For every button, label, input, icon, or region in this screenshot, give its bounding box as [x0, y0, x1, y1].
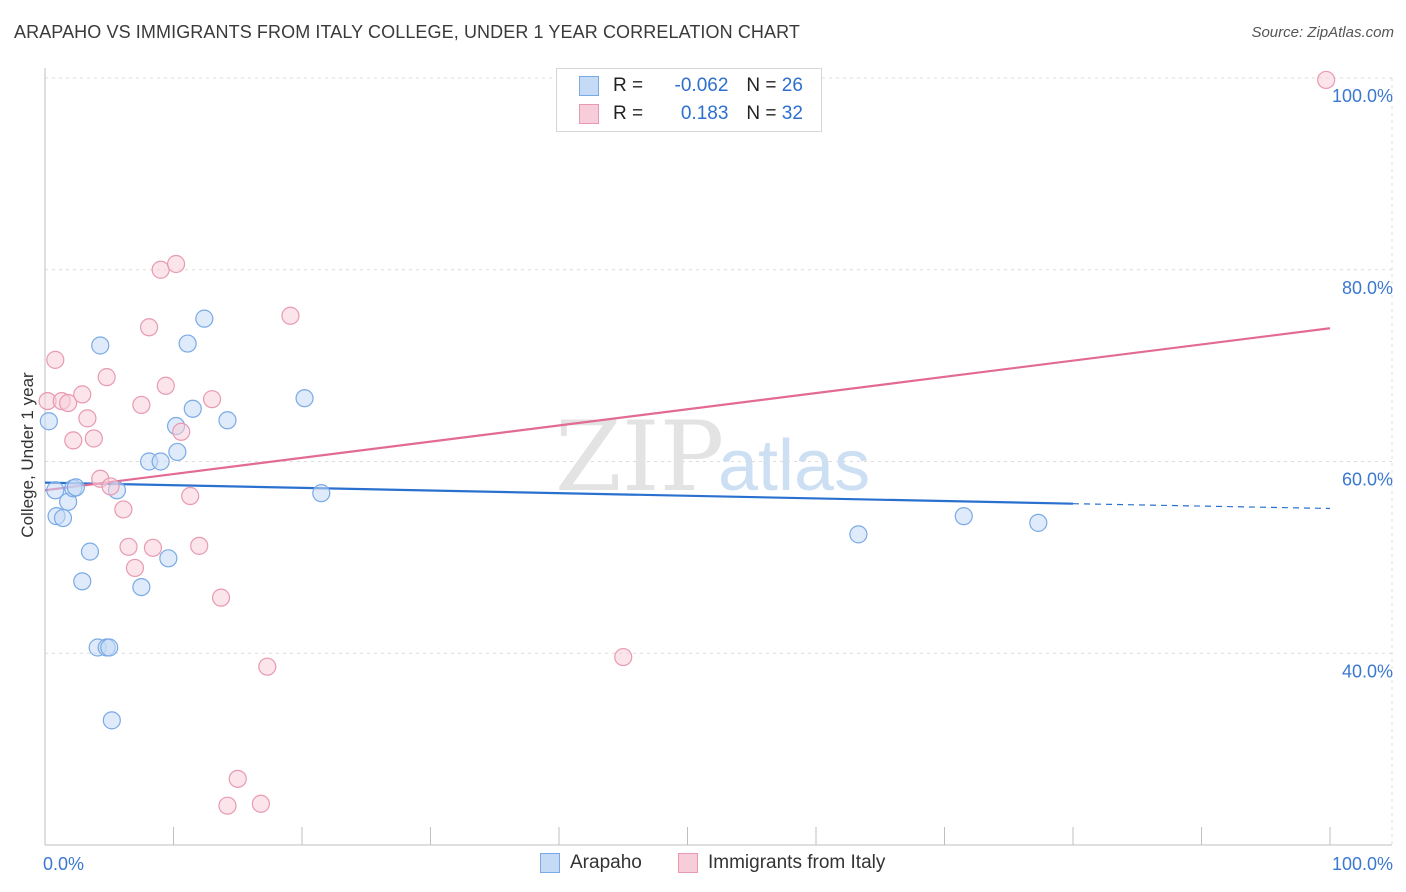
x-tick-label: 100.0%: [1332, 854, 1393, 874]
italy-point: [64, 431, 83, 450]
italy-point: [125, 558, 145, 578]
italy-point: [46, 350, 65, 369]
arapaho-point: [102, 711, 121, 730]
n-value: 26: [781, 75, 803, 96]
italy-point: [202, 390, 222, 409]
y-tick-label: 100.0%: [1332, 86, 1393, 106]
arapaho-point: [151, 452, 170, 471]
r-label: R =: [613, 103, 644, 124]
trend-lines: [44, 327, 1331, 510]
arapaho-point: [132, 577, 151, 597]
legend-row-arapaho: R = -0.062 N = 26: [579, 73, 803, 99]
italy-point: [228, 769, 247, 788]
italy-point: [73, 385, 92, 404]
chart-title: ARAPAHO VS IMMIGRANTS FROM ITALY COLLEGE…: [14, 22, 801, 42]
italy-point: [139, 318, 159, 337]
y-tick-label: 80.0%: [1342, 278, 1393, 298]
italy-point: [190, 536, 209, 555]
italy-point: [78, 409, 97, 428]
italy-point: [119, 537, 138, 556]
italy-point: [211, 588, 231, 607]
arapaho-trend-extension: [1072, 503, 1331, 510]
arapaho-swatch: [579, 76, 599, 96]
italy-point: [59, 393, 78, 413]
correlation-legend: R = -0.062 N = 26 R = 0.183 N = 32: [556, 68, 822, 132]
axes: [44, 68, 1392, 846]
italy-point: [251, 794, 270, 813]
source-label: Source: ZipAtlas.com: [1251, 24, 1394, 41]
italy-point: [114, 500, 133, 519]
arapaho-point: [80, 542, 100, 561]
italy-point: [166, 254, 186, 274]
y-tick-label: 40.0%: [1342, 661, 1393, 681]
arapaho-point: [195, 309, 214, 328]
r-value: 0.183: [680, 103, 729, 124]
italy-trend-line: [44, 327, 1331, 492]
arapaho-point: [849, 525, 868, 544]
italy-point: [97, 368, 116, 387]
italy-legend-swatch: [678, 853, 698, 873]
x-tick-label: 0.0%: [43, 854, 84, 874]
arapaho-legend-swatch: [540, 853, 560, 873]
bottom-legend-italy: Immigrants from Italy: [678, 852, 885, 874]
watermark-atlas: atlas: [718, 426, 870, 506]
italy-point: [181, 486, 200, 506]
italy-point: [218, 796, 237, 815]
arapaho-point: [91, 336, 110, 355]
n-value: 32: [781, 103, 803, 124]
italy-point: [151, 260, 170, 279]
y-axis-label: College, Under 1 year: [18, 372, 37, 538]
italy-point: [132, 395, 151, 415]
italy-point: [281, 306, 300, 325]
arapaho-point: [312, 484, 331, 503]
arapaho-point: [295, 389, 314, 408]
italy-point: [614, 647, 633, 667]
italy-point: [1317, 70, 1336, 90]
italy-point: [172, 422, 191, 441]
arapaho-trend-line: [44, 481, 1074, 505]
italy-point: [143, 538, 163, 557]
legend-row-italy: R = 0.183 N = 32: [579, 101, 803, 127]
scatter-points: [38, 70, 1336, 815]
tick-labels: 40.0% 60.0% 80.0% 100.0% 0.0% 100.0%: [43, 86, 1393, 874]
italy-swatch: [579, 104, 599, 124]
arapaho-point: [73, 572, 92, 591]
italy-point: [84, 429, 103, 448]
arapaho-point: [159, 549, 178, 568]
italy-legend-label: Immigrants from Italy: [708, 852, 886, 873]
arapaho-point: [178, 334, 197, 353]
arapaho-point: [218, 411, 237, 430]
italy-point: [258, 657, 277, 676]
arapaho-point: [100, 638, 119, 657]
arapaho-point: [66, 478, 85, 497]
arapaho-point: [53, 508, 73, 528]
arapaho-point: [183, 399, 202, 418]
n-label: N =: [746, 75, 777, 96]
arapaho-legend-label: Arapaho: [570, 852, 642, 873]
r-value: -0.062: [674, 75, 729, 96]
arapaho-point: [168, 442, 187, 462]
italy-point: [156, 376, 175, 395]
arapaho-point: [1029, 513, 1048, 532]
n-label: N =: [746, 103, 777, 124]
arapaho-point: [954, 507, 973, 526]
y-tick-label: 60.0%: [1342, 470, 1393, 490]
r-label: R =: [613, 75, 644, 96]
arapaho-point: [46, 481, 65, 500]
bottom-legend-arapaho: Arapaho: [540, 852, 642, 874]
italy-point: [101, 477, 120, 496]
arapaho-point: [39, 412, 58, 431]
